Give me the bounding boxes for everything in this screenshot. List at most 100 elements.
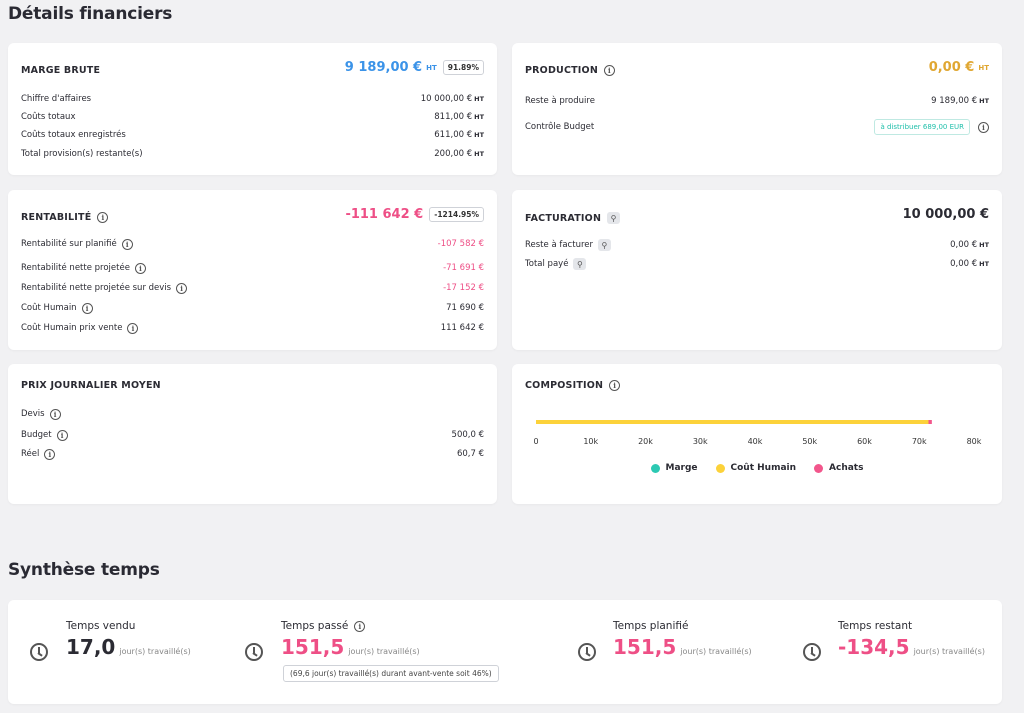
- rentabilite-title-text: RENTABILITÉ: [21, 212, 92, 223]
- x-tick-label: 50k: [802, 437, 817, 446]
- composition-card: COMPOSITION i 0 10k 20k 30k 40k 50k 60k 70k 80k M…: [512, 364, 1002, 504]
- legend-dot: [650, 463, 660, 473]
- marge-brute-title-text: MARGE BRUTE: [21, 65, 101, 76]
- legend-item-achats[interactable]: Achats: [814, 463, 863, 473]
- search-icon[interactable]: ⚲: [597, 239, 611, 251]
- row-value: 0,00 €: [950, 259, 978, 269]
- facturation-title: FACTURATION ⚲: [525, 212, 621, 224]
- temps-restant-label: Temps restant: [838, 620, 913, 632]
- info-icon[interactable]: i: [134, 262, 146, 274]
- row-label: Coûts totaux enregistrés: [21, 130, 126, 140]
- row-value: 500,0 €: [451, 430, 484, 440]
- clock-icon: [30, 643, 48, 661]
- prix-journalier-card: PRIX JOURNALIER MOYEN Devis i Budget i 500,…: [8, 364, 497, 504]
- row-ht: HT: [979, 97, 989, 105]
- rentabilite-row: Coût Humain i 71 690 €: [21, 301, 484, 315]
- temps-restant-value: -134,5: [838, 635, 910, 659]
- temps-vendu-label: Temps vendu: [66, 620, 136, 632]
- legend-label: Coût Humain: [730, 463, 797, 473]
- search-icon[interactable]: ⚲: [573, 258, 587, 270]
- search-icon[interactable]: ⚲: [607, 212, 621, 224]
- row-label: Rentabilité nette projetée sur devis: [21, 283, 172, 293]
- facturation-card: FACTURATION ⚲ 10 000,00 € Reste à facture…: [512, 190, 1002, 350]
- info-icon[interactable]: i: [56, 429, 68, 441]
- prix-row: Budget i 500,0 €: [21, 428, 484, 442]
- temps-passe-unit: jour(s) travaillé(s): [348, 647, 420, 656]
- legend-label: Achats: [829, 463, 864, 473]
- composition-title-text: COMPOSITION: [525, 380, 604, 391]
- marge-brute-ht: HT: [426, 63, 437, 72]
- x-tick-label: 60k: [857, 437, 872, 446]
- info-icon[interactable]: i: [49, 408, 61, 420]
- facturation-row: Reste à facturer ⚲ 0,00 € HT: [525, 238, 989, 252]
- info-icon[interactable]: i: [97, 212, 109, 223]
- row-value: 811,00 €: [434, 112, 473, 122]
- row-value: 611,00 €: [434, 130, 473, 140]
- temps-passe-note: (69,6 jour(s) travaillé(s) durant avant-…: [283, 665, 499, 682]
- row-label: Reste à facturer: [525, 240, 593, 250]
- rentabilite-title: RENTABILITÉ i: [21, 212, 109, 223]
- clock-icon: [803, 643, 821, 661]
- row-label: Rentabilité nette projetée: [21, 263, 130, 273]
- temps-vendu: Temps vendu 17,0 jour(s) travaillé(s): [66, 620, 191, 659]
- temps-passe-label: Temps passé: [281, 620, 349, 632]
- info-icon[interactable]: i: [44, 448, 56, 460]
- legend-item-cout-humain[interactable]: Coût Humain: [715, 463, 797, 473]
- legend-item-marge[interactable]: Marge: [650, 463, 698, 473]
- bar-segment-coût-humain[interactable]: [536, 420, 929, 424]
- row-ht: HT: [979, 241, 989, 249]
- info-icon[interactable]: i: [609, 380, 621, 391]
- marge-row: Chiffre d'affaires 10 000,00 € HT: [21, 92, 484, 106]
- legend-label: Marge: [665, 463, 698, 473]
- row-value: 71 690 €: [446, 303, 484, 313]
- production-header-value: 0,00 € HT: [929, 60, 989, 75]
- info-icon[interactable]: i: [354, 620, 366, 632]
- facturation-row: Total payé ⚲ 0,00 € HT: [525, 257, 989, 271]
- row-label: Coûts totaux: [21, 112, 76, 122]
- info-icon[interactable]: i: [978, 121, 989, 133]
- row-label: Total payé: [525, 259, 569, 269]
- row-label: Rentabilité sur planifié: [21, 239, 117, 249]
- x-tick-label: 10k: [583, 437, 598, 446]
- rentabilite-row: Rentabilité nette projetée sur devis i -17…: [21, 281, 484, 295]
- info-icon[interactable]: i: [603, 65, 615, 76]
- info-icon[interactable]: i: [176, 282, 188, 294]
- info-icon[interactable]: i: [121, 238, 133, 250]
- row-ht: HT: [979, 260, 989, 268]
- bar-segment-achats[interactable]: [928, 420, 932, 424]
- production-ht: HT: [978, 63, 989, 72]
- facturation-value: 10 000,00 €: [902, 207, 989, 222]
- rentabilite-row: Rentabilité nette projetée i -71 691 €: [21, 261, 484, 275]
- marge-brute-value: 9 189,00 €: [344, 60, 423, 75]
- rentabilite-value: -111 642 €: [345, 207, 424, 222]
- row-label: Coût Humain: [21, 303, 77, 313]
- rentabilite-header-value: -111 642 € -1214.95%: [345, 207, 484, 222]
- temps-passe-value: 151,5: [281, 635, 345, 659]
- row-value: -71 691 €: [443, 263, 484, 273]
- x-tick-label: 30k: [693, 437, 708, 446]
- prix-journalier-title-text: PRIX JOURNALIER MOYEN: [21, 380, 161, 391]
- info-icon[interactable]: i: [81, 302, 93, 314]
- facturation-header-value: 10 000,00 €: [903, 207, 989, 222]
- row-value: -17 152 €: [443, 283, 484, 293]
- row-label: Total provision(s) restante(s): [21, 149, 143, 159]
- temps-restant-unit: jour(s) travaillé(s): [913, 647, 985, 656]
- facturation-title-text: FACTURATION: [525, 212, 602, 224]
- production-row: Contrôle Budget à distribuer 689,00 EUR i: [525, 119, 989, 135]
- production-title-text: PRODUCTION: [525, 65, 598, 76]
- prix-row: Réel i 60,7 €: [21, 447, 484, 461]
- clock-icon: [245, 643, 263, 661]
- marge-brute-card: MARGE BRUTE 9 189,00 € HT 91.89% Chiffre…: [8, 43, 497, 175]
- time-section-title: Synthèse temps: [8, 560, 160, 580]
- row-label: Devis: [21, 409, 45, 419]
- row-label: Contrôle Budget: [525, 122, 595, 132]
- prix-row: Devis i: [21, 407, 484, 421]
- budget-badge: à distribuer 689,00 EUR: [874, 119, 970, 135]
- info-icon[interactable]: i: [127, 322, 139, 334]
- marge-brute-header-value: 9 189,00 € HT 91.89%: [345, 60, 484, 75]
- temps-vendu-unit: jour(s) travaillé(s): [119, 647, 191, 656]
- row-value: 60,7 €: [456, 449, 484, 459]
- clock-icon: [578, 643, 596, 661]
- x-tick-label: 80k: [967, 437, 982, 446]
- row-ht: HT: [474, 95, 484, 103]
